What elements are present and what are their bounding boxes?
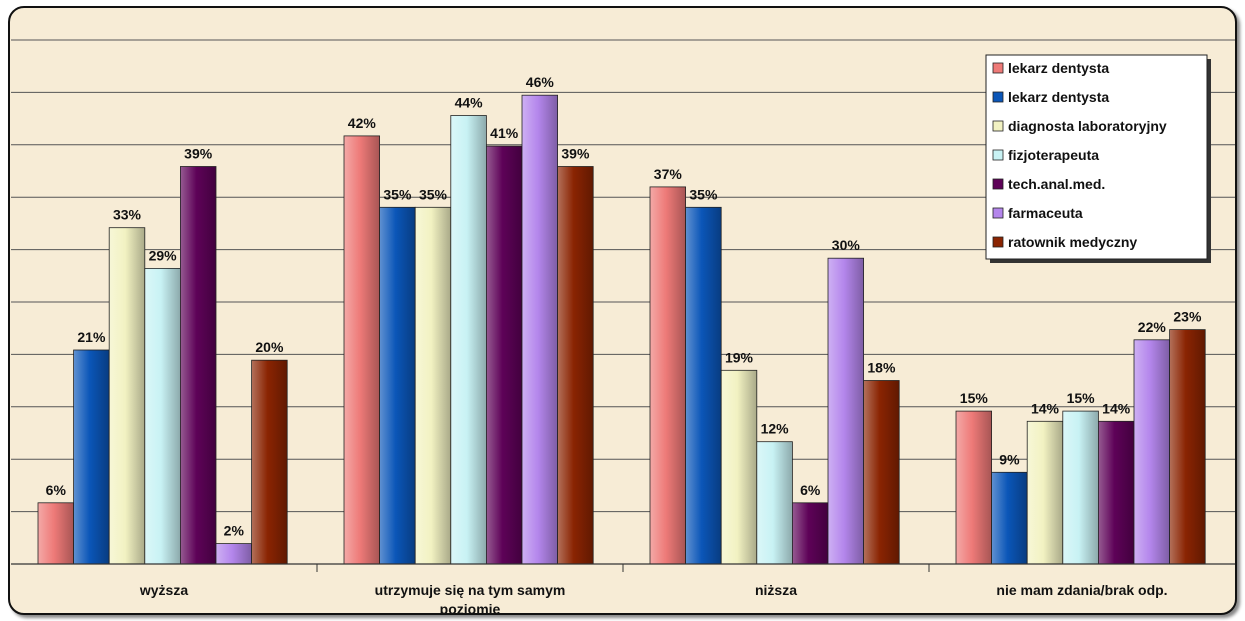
data-label: 15%: [1067, 390, 1096, 406]
bar: [343, 135, 380, 565]
data-label: 14%: [1102, 400, 1131, 416]
legend-swatch: [992, 120, 1004, 132]
data-label: 46%: [526, 74, 555, 90]
bar: [37, 502, 74, 565]
legend-swatch: [992, 91, 1004, 103]
legend-swatch: [992, 178, 1004, 190]
data-label: 22%: [1138, 319, 1167, 335]
bar: [179, 166, 217, 565]
legend-swatch: [992, 207, 1004, 219]
data-label: 19%: [725, 349, 754, 365]
bar: [379, 206, 416, 565]
legend-swatch: [992, 236, 1004, 248]
bar: [685, 206, 722, 565]
legend-swatch: [992, 149, 1004, 161]
bar: [1026, 420, 1064, 565]
bar: [251, 359, 288, 565]
bar: [521, 94, 558, 565]
bar: [557, 166, 594, 565]
legend-swatch: [992, 62, 1004, 74]
bar-chart: wyższa utrzymuje się na tym samym poziomie…: [11, 39, 1235, 615]
data-label: 14%: [1031, 400, 1060, 416]
category-label: niższa: [755, 582, 797, 598]
bar: [1133, 339, 1170, 565]
data-label: 41%: [490, 125, 519, 141]
bar: [720, 369, 758, 565]
chart-frame: wyższa utrzymuje się na tym samym poziomie…: [8, 6, 1237, 615]
bar: [485, 145, 523, 565]
legend-entry: fizjoterapeuta: [1008, 147, 1099, 163]
data-label: 44%: [455, 95, 484, 111]
data-label: 6%: [800, 482, 821, 498]
data-label: 2%: [224, 523, 245, 539]
data-label: 12%: [761, 421, 790, 437]
bar: [215, 543, 252, 565]
legend-box: [985, 54, 1208, 260]
bar: [414, 206, 452, 565]
data-label: 42%: [348, 115, 377, 131]
data-label: 6%: [46, 482, 67, 498]
bar: [756, 441, 793, 565]
bar: [450, 115, 487, 565]
bar: [1062, 410, 1099, 565]
data-label: 29%: [149, 247, 178, 263]
bar: [1169, 329, 1206, 565]
data-label: 30%: [832, 237, 861, 253]
legend-entry: diagnosta laboratoryjny: [1008, 118, 1167, 134]
bar: [792, 502, 829, 565]
data-label: 35%: [383, 186, 412, 202]
bars: [37, 94, 1206, 565]
x-axis: wyższa utrzymuje się na tym samym poziomie…: [11, 563, 1235, 615]
category-label: nie mam zdania/brak odp.: [996, 582, 1167, 598]
data-label: 35%: [689, 186, 718, 202]
legend-entry: lekarz dentysta: [1008, 60, 1109, 76]
legend: lekarz dentysta lekarz dentysta diagnosta …: [985, 54, 1211, 263]
data-labels: 6% 21% 33% 29% 39% 2% 20% 42% 35% 35% 44% 41% 46% 39%…: [46, 74, 1202, 538]
bar: [863, 380, 900, 565]
category-label: poziomie: [440, 601, 501, 615]
data-label: 33%: [113, 207, 142, 223]
bar: [73, 349, 110, 565]
data-label: 23%: [1173, 309, 1202, 325]
bar: [827, 257, 864, 565]
data-label: 35%: [419, 186, 448, 202]
data-label: 39%: [184, 146, 213, 162]
bar: [144, 267, 181, 565]
data-label: 37%: [654, 166, 683, 182]
data-label: 18%: [867, 360, 896, 376]
legend-entry: farmaceuta: [1008, 205, 1083, 221]
category-label: utrzymuje się na tym samym: [375, 582, 566, 598]
data-label: 9%: [999, 451, 1020, 467]
bar: [108, 227, 146, 565]
data-label: 15%: [960, 390, 989, 406]
legend-entry: tech.anal.med.: [1008, 176, 1105, 192]
bar: [955, 410, 992, 565]
bar: [1098, 420, 1135, 565]
legend-entry: ratownik medyczny: [1008, 234, 1137, 250]
data-label: 39%: [561, 146, 590, 162]
bar: [991, 471, 1028, 565]
legend-entry: lekarz dentysta: [1008, 89, 1109, 105]
bar: [649, 186, 686, 565]
data-label: 21%: [77, 329, 106, 345]
data-label: 20%: [255, 339, 284, 355]
category-label: wyższa: [139, 582, 188, 598]
